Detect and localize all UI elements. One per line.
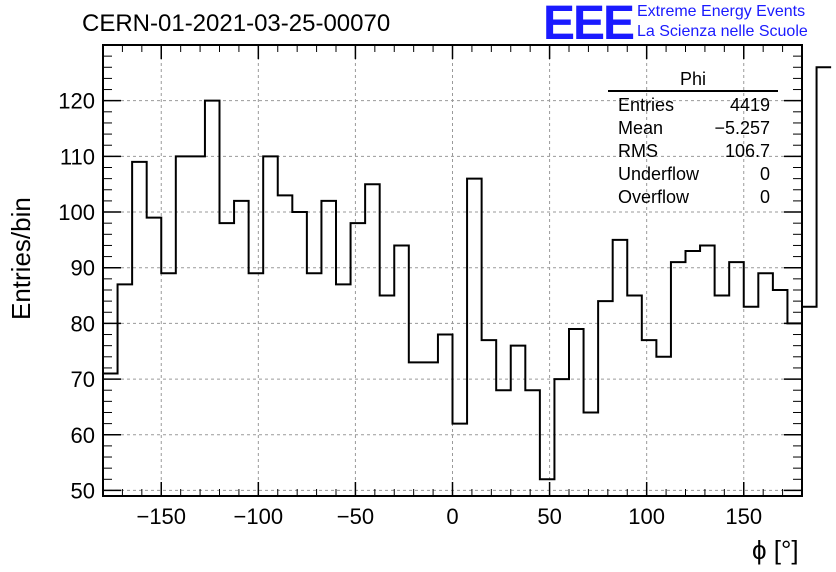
- x-tick-label: 50: [537, 504, 561, 529]
- logo-subtitle-line1: Extreme Energy Events: [637, 3, 806, 20]
- x-tick-label: 0: [446, 504, 458, 529]
- stats-label: Mean: [618, 118, 664, 138]
- tick-labels: −150 −100 −50 0 50 100 150 50 60 70 80 90 100 110 120: [58, 89, 762, 529]
- stats-label: RMS: [618, 141, 658, 161]
- stats-value: 106.7: [724, 141, 770, 161]
- logo-subtitle-line2: La Scienza nelle Scuole: [637, 23, 808, 40]
- stats-value: −5.257: [714, 118, 770, 138]
- stats-label: Entries: [618, 95, 675, 115]
- eee-logo: EEE: [543, 0, 635, 50]
- stats-row-overflow: Overflow 0: [608, 186, 778, 209]
- y-tick-label: 90: [71, 256, 95, 281]
- stats-row-rms: RMS 106.7: [608, 140, 778, 163]
- y-tick-label: 80: [71, 311, 95, 336]
- stats-value: 0: [759, 187, 770, 207]
- x-tick-label: 100: [628, 504, 665, 529]
- y-axis-label: Entries/bin: [6, 197, 36, 320]
- y-tick-label: 110: [60, 144, 95, 169]
- y-tick-label: 120: [58, 89, 95, 114]
- axis-ticks: [102, 45, 803, 496]
- x-tick-label: 150: [725, 504, 762, 529]
- y-tick-label: 60: [71, 423, 95, 448]
- stats-label: Underflow: [618, 164, 700, 184]
- y-tick-label: 70: [71, 367, 95, 392]
- stats-title: Phi: [608, 68, 778, 92]
- stats-row-underflow: Underflow 0: [608, 163, 778, 186]
- stats-row-mean: Mean −5.257: [608, 117, 778, 140]
- stats-row-entries: Entries 4419: [608, 94, 778, 117]
- x-tick-label: −100: [234, 504, 284, 529]
- y-tick-label: 50: [71, 478, 95, 503]
- stats-box: Phi Entries 4419 Mean −5.257 RMS 106.7 U…: [608, 68, 778, 209]
- run-title: CERN-01-2021-03-25-00070: [82, 10, 391, 37]
- stats-value: 4419: [729, 95, 770, 115]
- x-axis-label: ϕ [°]: [752, 535, 799, 565]
- stats-label: Overflow: [618, 187, 690, 207]
- y-tick-label: 100: [58, 200, 95, 225]
- histogram-step-line: [103, 66, 832, 481]
- x-tick-label: −150: [136, 504, 186, 529]
- x-tick-label: −50: [337, 504, 374, 529]
- stats-value: 0: [759, 164, 770, 184]
